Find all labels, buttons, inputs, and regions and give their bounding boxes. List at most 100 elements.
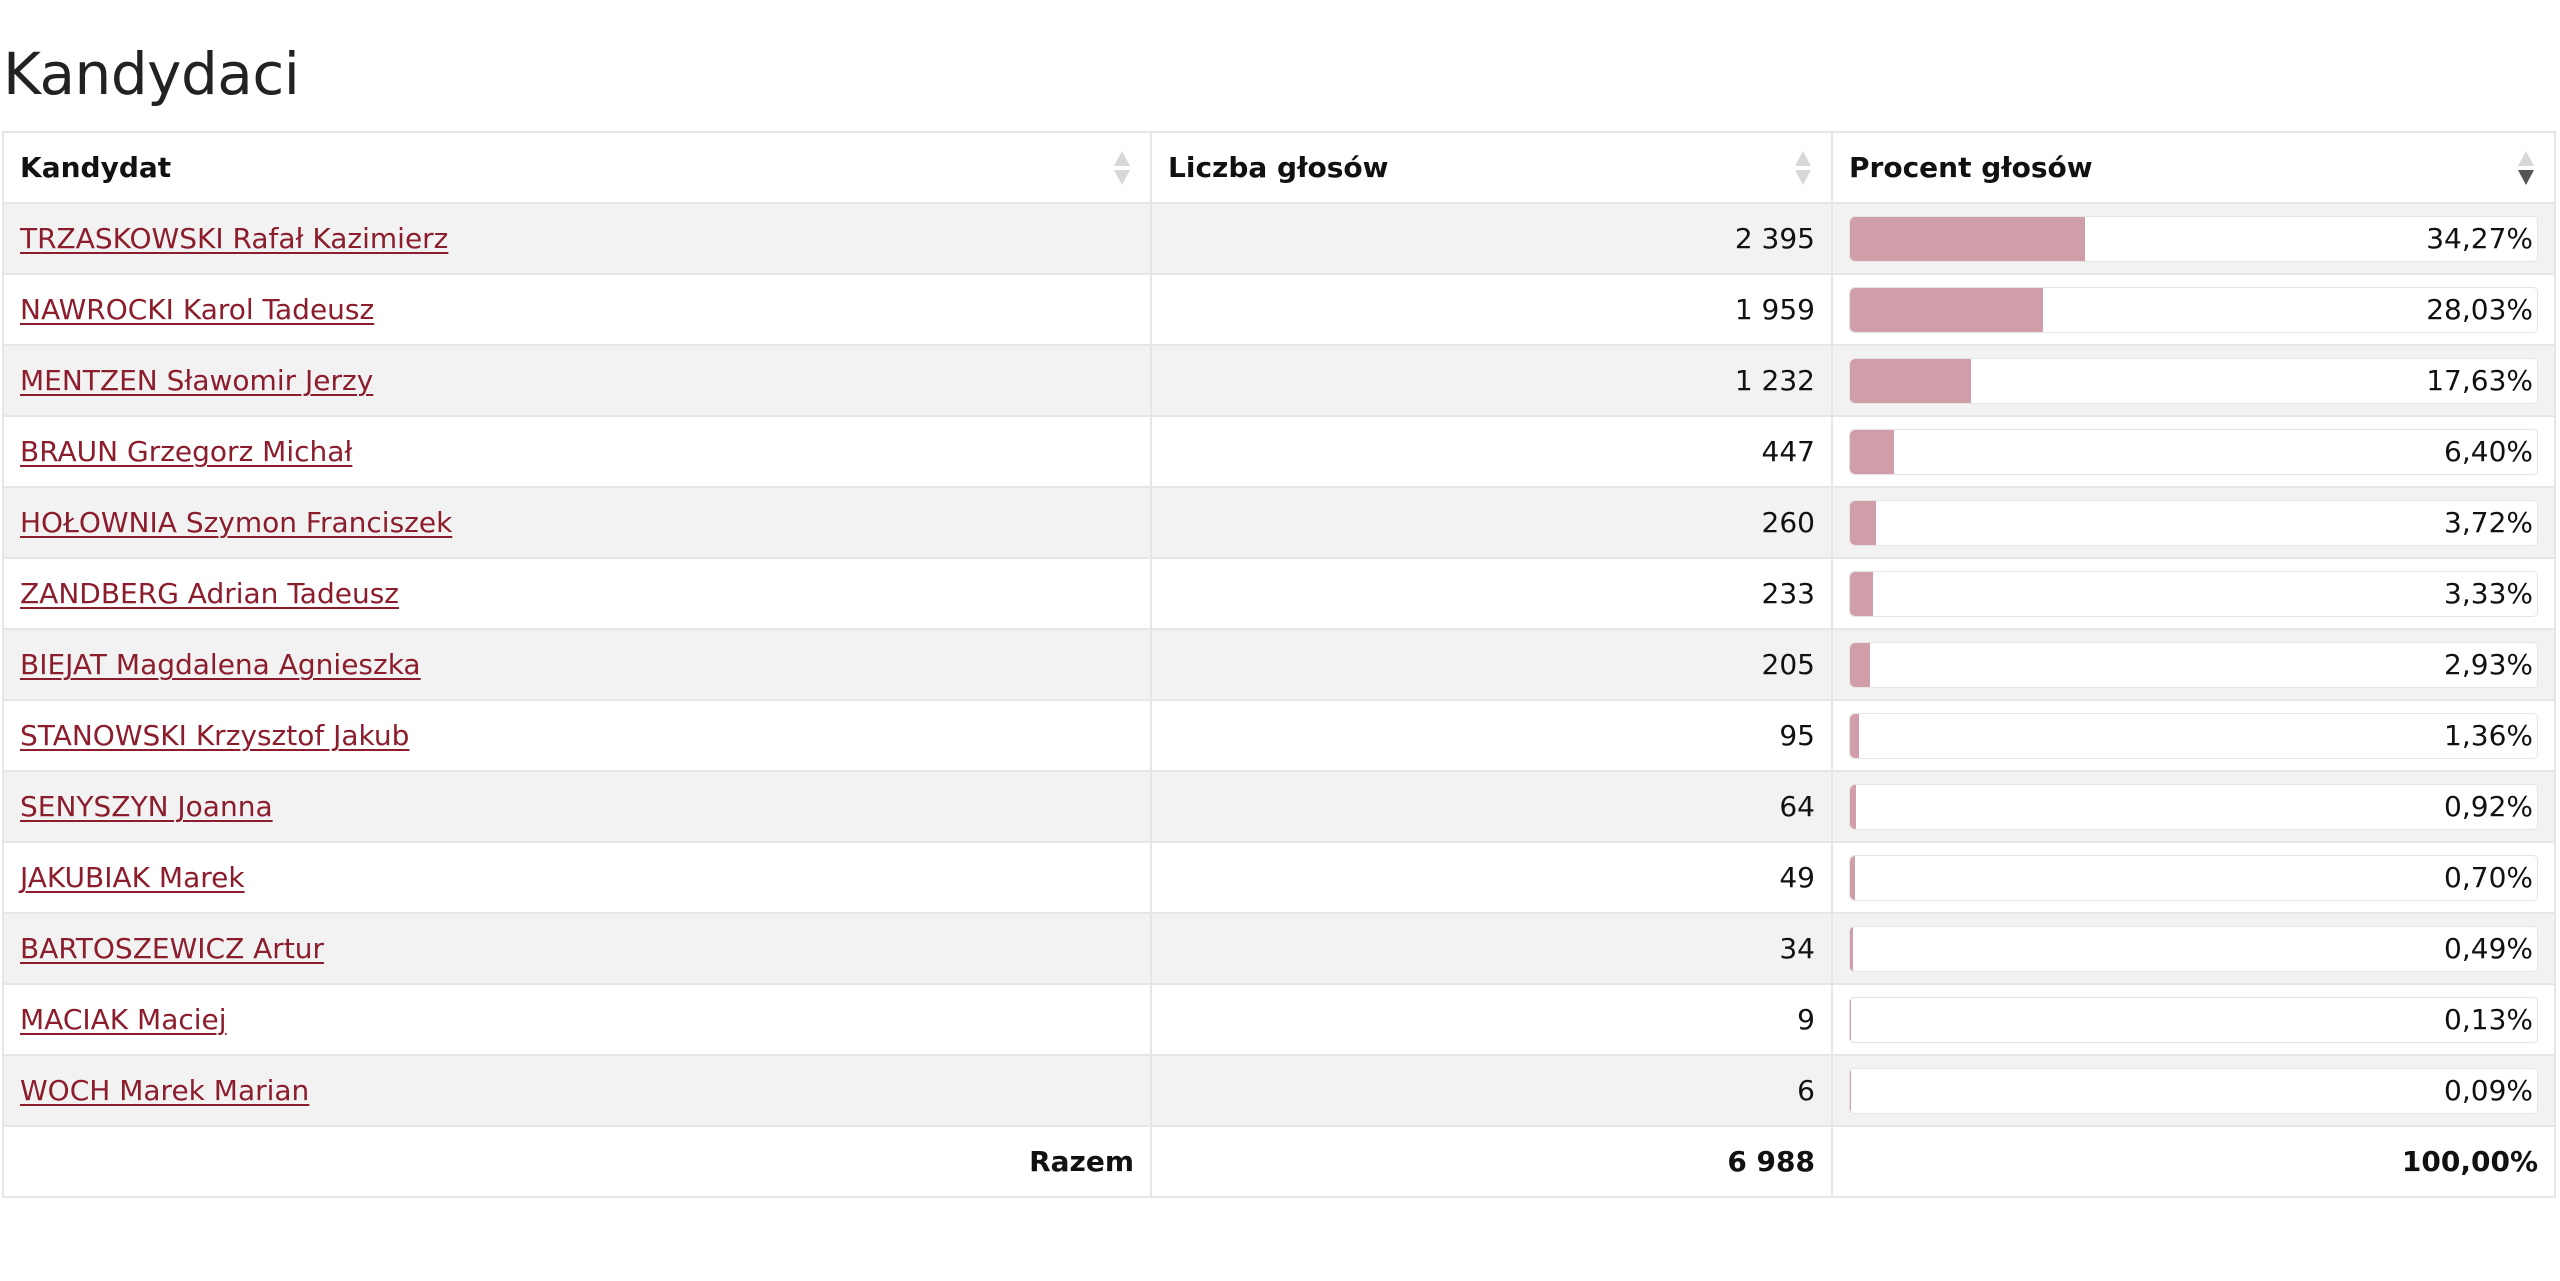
- percent-bar: 34,27%: [1849, 215, 2538, 262]
- percent-label: 0,13%: [2444, 1003, 2533, 1036]
- table-row: MACIAK Maciej 9 0,13%: [2, 983, 2556, 1056]
- table-row: SENYSZYN Joanna 64 0,92%: [2, 770, 2556, 843]
- total-votes: 6 988: [1150, 1125, 1833, 1198]
- table-row: WOCH Marek Marian 6 0,09%: [2, 1054, 2556, 1127]
- percent-bar-fill: [1850, 429, 1894, 474]
- percent-bar-fill: [1850, 571, 1873, 616]
- percent-label: 1,36%: [2444, 719, 2533, 752]
- votes-cell: 9: [1150, 983, 1833, 1056]
- percent-label: 17,63%: [2426, 364, 2533, 397]
- page-title: Kandydaci: [3, 40, 300, 108]
- candidate-link[interactable]: WOCH Marek Marian: [20, 1074, 310, 1107]
- percent-bar-fill: [1850, 855, 1855, 900]
- percent-bar-fill: [1850, 287, 2043, 332]
- table-row: JAKUBIAK Marek 49 0,70%: [2, 841, 2556, 914]
- percent-bar: 3,33%: [1849, 570, 2538, 617]
- candidate-cell: WOCH Marek Marian: [2, 1054, 1152, 1127]
- sort-descending-icon: [2518, 150, 2534, 185]
- percent-bar-fill: [1850, 216, 2086, 261]
- percent-label: 6,40%: [2444, 435, 2533, 468]
- candidates-table: Kandydat Liczba głosów Procent głosów: [2, 131, 2556, 1198]
- percent-label: 34,27%: [2426, 222, 2533, 255]
- percent-bar: 17,63%: [1849, 357, 2538, 404]
- candidate-link[interactable]: JAKUBIAK Marek: [20, 861, 245, 894]
- column-header-label: Liczba głosów: [1168, 151, 1389, 184]
- column-header-votes[interactable]: Liczba głosów: [1150, 131, 1833, 204]
- percent-bar: 6,40%: [1849, 428, 2538, 475]
- percent-bar: 28,03%: [1849, 286, 2538, 333]
- votes-cell: 64: [1150, 770, 1833, 843]
- percent-bar: 1,36%: [1849, 712, 2538, 759]
- table-row: HOŁOWNIA Szymon Franciszek 260 3,72%: [2, 486, 2556, 559]
- candidate-cell: BIEJAT Magdalena Agnieszka: [2, 628, 1152, 701]
- percent-bar: 0,70%: [1849, 854, 2538, 901]
- candidate-cell: SENYSZYN Joanna: [2, 770, 1152, 843]
- total-label: Razem: [2, 1125, 1152, 1198]
- percent-cell: 17,63%: [1831, 344, 2556, 417]
- table-header-row: Kandydat Liczba głosów Procent głosów: [2, 131, 2556, 204]
- percent-label: 3,33%: [2444, 577, 2533, 610]
- percent-bar-fill: [1850, 500, 1876, 545]
- sort-unsorted-icon: [1114, 150, 1130, 185]
- votes-cell: 233: [1150, 557, 1833, 630]
- column-header-candidate[interactable]: Kandydat: [2, 131, 1152, 204]
- percent-cell: 0,13%: [1831, 983, 2556, 1056]
- candidate-link[interactable]: NAWROCKI Karol Tadeusz: [20, 293, 375, 326]
- percent-bar: 0,13%: [1849, 996, 2538, 1043]
- percent-cell: 0,49%: [1831, 912, 2556, 985]
- candidate-cell: MENTZEN Sławomir Jerzy: [2, 344, 1152, 417]
- candidate-link[interactable]: HOŁOWNIA Szymon Franciszek: [20, 506, 453, 539]
- votes-cell: 34: [1150, 912, 1833, 985]
- total-percent: 100,00%: [1831, 1125, 2556, 1198]
- votes-cell: 1 232: [1150, 344, 1833, 417]
- candidate-cell: ZANDBERG Adrian Tadeusz: [2, 557, 1152, 630]
- candidate-link[interactable]: SENYSZYN Joanna: [20, 790, 273, 823]
- percent-cell: 3,72%: [1831, 486, 2556, 559]
- percent-cell: 1,36%: [1831, 699, 2556, 772]
- candidate-cell: TRZASKOWSKI Rafał Kazimierz: [2, 202, 1152, 275]
- candidate-link[interactable]: BIEJAT Magdalena Agnieszka: [20, 648, 421, 681]
- table-row: ZANDBERG Adrian Tadeusz 233 3,33%: [2, 557, 2556, 630]
- percent-label: 0,49%: [2444, 932, 2533, 965]
- percent-cell: 6,40%: [1831, 415, 2556, 488]
- votes-cell: 95: [1150, 699, 1833, 772]
- percent-bar-fill: [1850, 1068, 1851, 1113]
- votes-cell: 6: [1150, 1054, 1833, 1127]
- votes-cell: 447: [1150, 415, 1833, 488]
- percent-bar-fill: [1850, 642, 1871, 687]
- candidate-link[interactable]: TRZASKOWSKI Rafał Kazimierz: [20, 222, 449, 255]
- candidate-link[interactable]: ZANDBERG Adrian Tadeusz: [20, 577, 399, 610]
- candidate-link[interactable]: BARTOSZEWICZ Artur: [20, 932, 325, 965]
- candidate-cell: JAKUBIAK Marek: [2, 841, 1152, 914]
- table-row: NAWROCKI Karol Tadeusz 1 959 28,03%: [2, 273, 2556, 346]
- table-row: BRAUN Grzegorz Michał 447 6,40%: [2, 415, 2556, 488]
- percent-bar-fill: [1850, 997, 1851, 1042]
- percent-label: 0,09%: [2444, 1074, 2533, 1107]
- candidate-link[interactable]: MACIAK Maciej: [20, 1003, 227, 1036]
- percent-label: 0,92%: [2444, 790, 2533, 823]
- votes-cell: 49: [1150, 841, 1833, 914]
- column-header-percent[interactable]: Procent głosów: [1831, 131, 2556, 204]
- table-row: BARTOSZEWICZ Artur 34 0,49%: [2, 912, 2556, 985]
- percent-bar-fill: [1850, 358, 1972, 403]
- percent-bar: 3,72%: [1849, 499, 2538, 546]
- percent-label: 0,70%: [2444, 861, 2533, 894]
- percent-label: 2,93%: [2444, 648, 2533, 681]
- votes-cell: 260: [1150, 486, 1833, 559]
- table-row: STANOWSKI Krzysztof Jakub 95 1,36%: [2, 699, 2556, 772]
- percent-bar: 2,93%: [1849, 641, 2538, 688]
- candidate-cell: BRAUN Grzegorz Michał: [2, 415, 1152, 488]
- candidate-link[interactable]: BRAUN Grzegorz Michał: [20, 435, 353, 468]
- candidate-cell: HOŁOWNIA Szymon Franciszek: [2, 486, 1152, 559]
- column-header-label: Procent głosów: [1849, 151, 2093, 184]
- percent-cell: 2,93%: [1831, 628, 2556, 701]
- column-header-label: Kandydat: [20, 151, 172, 184]
- votes-cell: 2 395: [1150, 202, 1833, 275]
- table-row: MENTZEN Sławomir Jerzy 1 232 17,63%: [2, 344, 2556, 417]
- percent-bar-fill: [1850, 784, 1857, 829]
- sort-unsorted-icon: [1795, 150, 1811, 185]
- percent-label: 28,03%: [2426, 293, 2533, 326]
- candidate-link[interactable]: MENTZEN Sławomir Jerzy: [20, 364, 374, 397]
- candidate-link[interactable]: STANOWSKI Krzysztof Jakub: [20, 719, 410, 752]
- percent-cell: 28,03%: [1831, 273, 2556, 346]
